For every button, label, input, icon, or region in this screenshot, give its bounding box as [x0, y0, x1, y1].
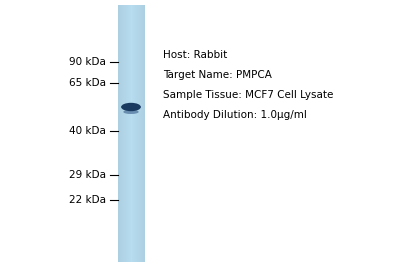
Ellipse shape [123, 110, 139, 114]
Text: 22 kDa: 22 kDa [69, 195, 106, 205]
Text: Antibody Dilution: 1.0µg/ml: Antibody Dilution: 1.0µg/ml [163, 110, 307, 120]
Text: 29 kDa: 29 kDa [69, 170, 106, 180]
Text: 65 kDa: 65 kDa [69, 78, 106, 88]
Text: 40 kDa: 40 kDa [69, 126, 106, 136]
Ellipse shape [121, 103, 141, 111]
Text: 90 kDa: 90 kDa [69, 57, 106, 67]
Text: Target Name: PMPCA: Target Name: PMPCA [163, 70, 272, 80]
Text: Sample Tissue: MCF7 Cell Lysate: Sample Tissue: MCF7 Cell Lysate [163, 90, 333, 100]
Text: Host: Rabbit: Host: Rabbit [163, 50, 227, 60]
